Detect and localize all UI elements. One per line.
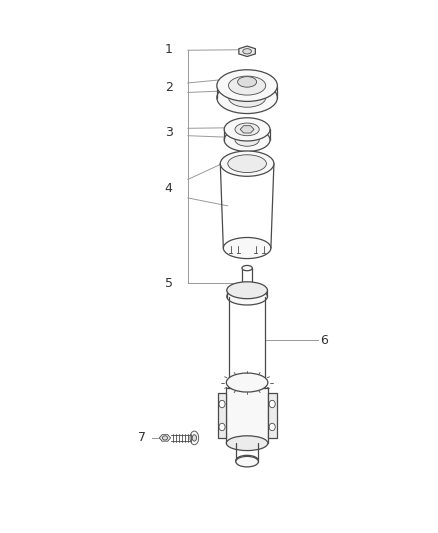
Ellipse shape xyxy=(190,431,199,445)
Ellipse shape xyxy=(226,436,268,450)
Ellipse shape xyxy=(229,380,265,395)
Text: 6: 6 xyxy=(321,334,328,347)
Text: 7: 7 xyxy=(138,431,146,445)
Text: 4: 4 xyxy=(165,182,173,195)
Ellipse shape xyxy=(269,423,275,431)
Ellipse shape xyxy=(229,76,266,95)
Ellipse shape xyxy=(219,423,225,431)
Ellipse shape xyxy=(242,265,252,271)
Ellipse shape xyxy=(224,118,270,141)
Polygon shape xyxy=(159,434,170,441)
Ellipse shape xyxy=(224,128,270,151)
Ellipse shape xyxy=(162,436,168,440)
Bar xyxy=(268,393,276,439)
Ellipse shape xyxy=(220,151,274,176)
Ellipse shape xyxy=(217,82,277,114)
Ellipse shape xyxy=(226,373,268,392)
Ellipse shape xyxy=(235,134,259,146)
Ellipse shape xyxy=(192,435,197,441)
Ellipse shape xyxy=(269,400,275,408)
Ellipse shape xyxy=(219,400,225,408)
Ellipse shape xyxy=(217,70,277,101)
Bar xyxy=(226,388,268,443)
Text: 3: 3 xyxy=(165,125,173,139)
Polygon shape xyxy=(239,46,255,56)
Text: 1: 1 xyxy=(165,43,173,55)
Ellipse shape xyxy=(228,155,266,173)
Ellipse shape xyxy=(235,123,259,136)
Ellipse shape xyxy=(236,456,258,467)
Ellipse shape xyxy=(227,288,268,305)
Ellipse shape xyxy=(229,88,266,107)
Ellipse shape xyxy=(243,49,251,54)
Ellipse shape xyxy=(237,77,257,87)
Ellipse shape xyxy=(227,282,268,298)
Text: 5: 5 xyxy=(165,277,173,290)
Text: 2: 2 xyxy=(165,80,173,94)
Polygon shape xyxy=(240,126,254,133)
Bar xyxy=(218,393,226,439)
Ellipse shape xyxy=(223,238,271,259)
Ellipse shape xyxy=(236,455,258,466)
